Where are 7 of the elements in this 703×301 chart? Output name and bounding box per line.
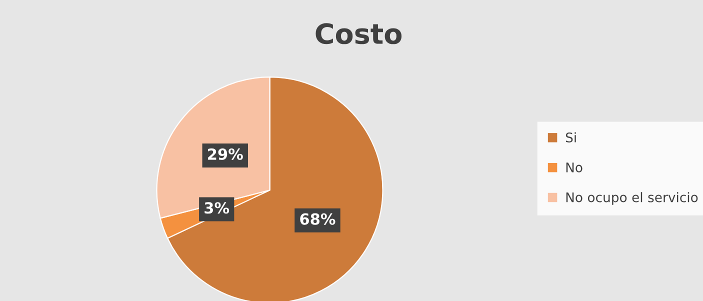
data-label: 3%: [204, 202, 230, 214]
legend-label: Si: [566, 132, 576, 142]
chart-title: Costo: [316, 23, 402, 44]
legend-label: No ocupo el servicio: [566, 192, 698, 205]
data-label: 29%: [208, 148, 243, 160]
data-label: 68%: [300, 213, 336, 225]
legend-label: No: [566, 162, 582, 172]
